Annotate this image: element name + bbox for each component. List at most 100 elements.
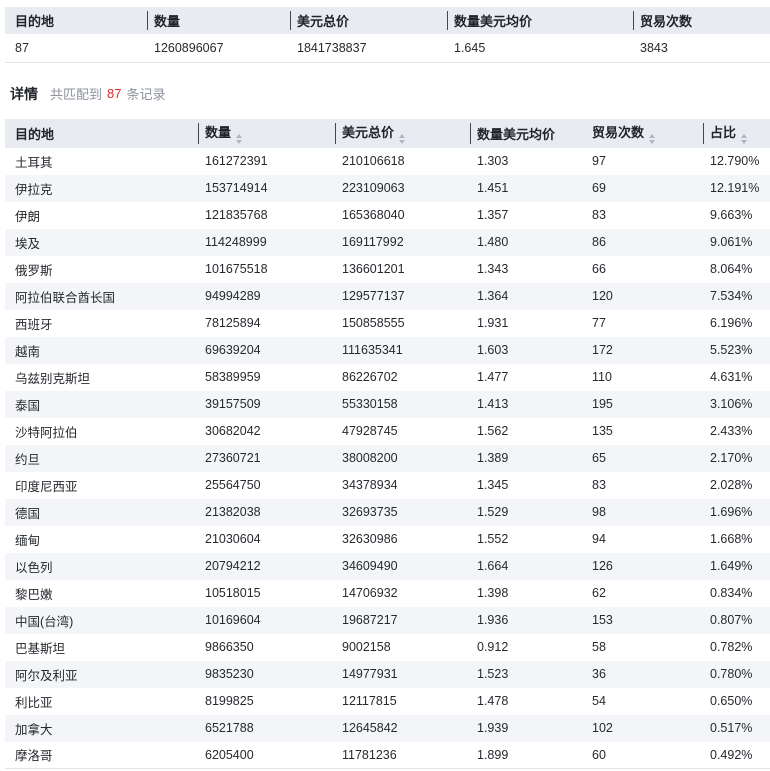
cell-share: 12.790% xyxy=(710,154,760,168)
cell-destination: 土耳其 xyxy=(15,155,53,170)
cell-destination: 印度尼西亚 xyxy=(15,479,78,494)
table-row: 埃及 114248999 169117992 1.480 86 9.061% xyxy=(5,228,770,256)
cell-trade-count: 69 xyxy=(592,181,606,195)
cell-destination: 埃及 xyxy=(15,236,41,251)
cell-quantity: 8199825 xyxy=(205,694,254,708)
cell-quantity: 58389959 xyxy=(205,370,261,384)
cell-share: 3.106% xyxy=(710,397,753,411)
sort-carets-icon[interactable] xyxy=(741,134,748,144)
summary-header-destination: 目的地 xyxy=(5,7,147,34)
cell-share: 4.631% xyxy=(710,370,753,384)
cell-trade-count: 120 xyxy=(592,289,613,303)
cell-avg-price: 1.552 xyxy=(477,532,509,546)
table-row: 以色列 20794212 34609490 1.664 126 1.649% xyxy=(5,552,770,580)
cell-trade-count: 83 xyxy=(592,208,606,222)
match-suffix-label: 条记录 xyxy=(126,87,166,102)
summary-avg-price: 1.645 xyxy=(447,34,633,63)
cell-usd-total: 169117992 xyxy=(342,235,404,249)
cell-avg-price: 1.529 xyxy=(477,505,509,519)
cell-avg-price: 1.478 xyxy=(477,694,509,708)
cell-usd-total: 34609490 xyxy=(342,559,398,573)
cell-quantity: 21382038 xyxy=(205,505,261,519)
cell-quantity: 30682042 xyxy=(205,424,261,438)
column-header-usd-total-sortable[interactable]: 美元总价 xyxy=(335,118,470,148)
cell-usd-total: 12645842 xyxy=(342,721,398,735)
cell-avg-price: 1.389 xyxy=(477,451,509,465)
cell-avg-price: 1.562 xyxy=(477,424,509,438)
cell-quantity: 21030604 xyxy=(205,532,261,546)
table-row: 约旦 27360721 38008200 1.389 65 2.170% xyxy=(5,444,770,472)
cell-avg-price: 1.413 xyxy=(477,397,509,411)
summary-destination-count: 87 xyxy=(5,34,147,63)
cell-destination: 泰国 xyxy=(15,398,41,413)
cell-quantity: 20794212 xyxy=(205,559,261,573)
cell-trade-count: 58 xyxy=(592,640,606,654)
cell-trade-count: 83 xyxy=(592,478,606,492)
summary-header-usd-total: 美元总价 xyxy=(290,7,447,34)
detail-table: 目的地 数量 美元总价 数量美元均价 贸易次数 占比 xyxy=(5,118,770,769)
table-row: 伊拉克 153714914 223109063 1.451 69 12.191% xyxy=(5,174,770,202)
cell-trade-count: 102 xyxy=(592,721,613,735)
cell-trade-count: 86 xyxy=(592,235,606,249)
cell-usd-total: 55330158 xyxy=(342,397,398,411)
cell-quantity: 25564750 xyxy=(205,478,261,492)
cell-quantity: 94994289 xyxy=(205,289,261,303)
table-row: 德国 21382038 32693735 1.529 98 1.696% xyxy=(5,498,770,526)
summary-header-row: 目的地 数量 美元总价 数量美元均价 贸易次数 xyxy=(5,7,770,34)
cell-avg-price: 1.345 xyxy=(477,478,509,492)
cell-usd-total: 32630986 xyxy=(342,532,398,546)
caret-up-icon xyxy=(236,134,243,138)
cell-destination: 巴基斯坦 xyxy=(15,641,66,656)
cell-destination: 约旦 xyxy=(15,452,41,467)
table-row: 黎巴嫩 10518015 14706932 1.398 62 0.834% xyxy=(5,580,770,607)
sort-carets-icon[interactable] xyxy=(399,134,406,144)
detail-section-header: 详情 共匹配到 87 条记录 xyxy=(10,84,770,104)
sort-carets-icon[interactable] xyxy=(236,134,243,144)
cell-quantity: 9866350 xyxy=(205,640,254,654)
cell-trade-count: 97 xyxy=(592,154,606,168)
cell-quantity: 9835230 xyxy=(205,667,254,681)
cell-avg-price: 1.939 xyxy=(477,721,509,735)
sort-carets-icon[interactable] xyxy=(649,134,656,144)
summary-value-row: 87 1260896067 1841738837 1.645 3843 xyxy=(5,34,770,63)
cell-share: 2.028% xyxy=(710,478,753,492)
cell-avg-price: 1.364 xyxy=(477,289,509,303)
cell-avg-price: 1.603 xyxy=(477,343,509,357)
caret-down-icon xyxy=(236,140,243,144)
cell-trade-count: 60 xyxy=(585,741,703,769)
cell-share: 6.196% xyxy=(710,316,753,330)
cell-trade-count: 172 xyxy=(592,343,613,357)
match-prefix-label: 共匹配到 xyxy=(50,87,103,102)
cell-avg-price: 1.931 xyxy=(477,316,509,330)
cell-destination: 乌兹别克斯坦 xyxy=(15,371,91,386)
cell-destination: 缅甸 xyxy=(15,533,41,548)
cell-trade-count: 195 xyxy=(592,397,613,411)
column-header-quantity-sortable[interactable]: 数量 xyxy=(198,118,335,148)
cell-usd-total: 136601201 xyxy=(342,262,405,276)
cell-share: 0.650% xyxy=(710,694,753,708)
cell-usd-total: 11781236 xyxy=(335,741,470,769)
cell-destination: 中国(台湾) xyxy=(15,614,74,629)
cell-share: 0.834% xyxy=(710,586,753,600)
cell-usd-total: 47928745 xyxy=(342,424,398,438)
cell-share: 5.523% xyxy=(710,343,753,357)
cell-usd-total: 9002158 xyxy=(342,640,391,654)
cell-avg-price: 1.451 xyxy=(477,181,509,195)
cell-quantity: 153714914 xyxy=(205,181,268,195)
cell-trade-count: 62 xyxy=(592,586,606,600)
cell-trade-count: 98 xyxy=(592,505,606,519)
cell-trade-count: 77 xyxy=(592,316,606,330)
caret-down-icon xyxy=(741,140,748,144)
cell-trade-count: 65 xyxy=(592,451,606,465)
table-row: 伊朗 121835768 165368040 1.357 83 9.663% xyxy=(5,202,770,229)
column-header-trade-count-sortable[interactable]: 贸易次数 xyxy=(585,118,703,148)
match-count-value: 87 xyxy=(107,86,122,101)
cell-usd-total: 14706932 xyxy=(342,586,398,600)
cell-quantity: 69639204 xyxy=(205,343,261,357)
table-row: 越南 69639204 111635341 1.603 172 5.523% xyxy=(5,336,770,364)
column-header-share-sortable[interactable]: 占比 xyxy=(703,118,770,148)
cell-avg-price: 1.398 xyxy=(477,586,509,600)
summary-header-avg-price: 数量美元均价 xyxy=(447,7,633,34)
cell-destination: 以色列 xyxy=(15,560,53,575)
cell-usd-total: 14977931 xyxy=(342,667,398,681)
